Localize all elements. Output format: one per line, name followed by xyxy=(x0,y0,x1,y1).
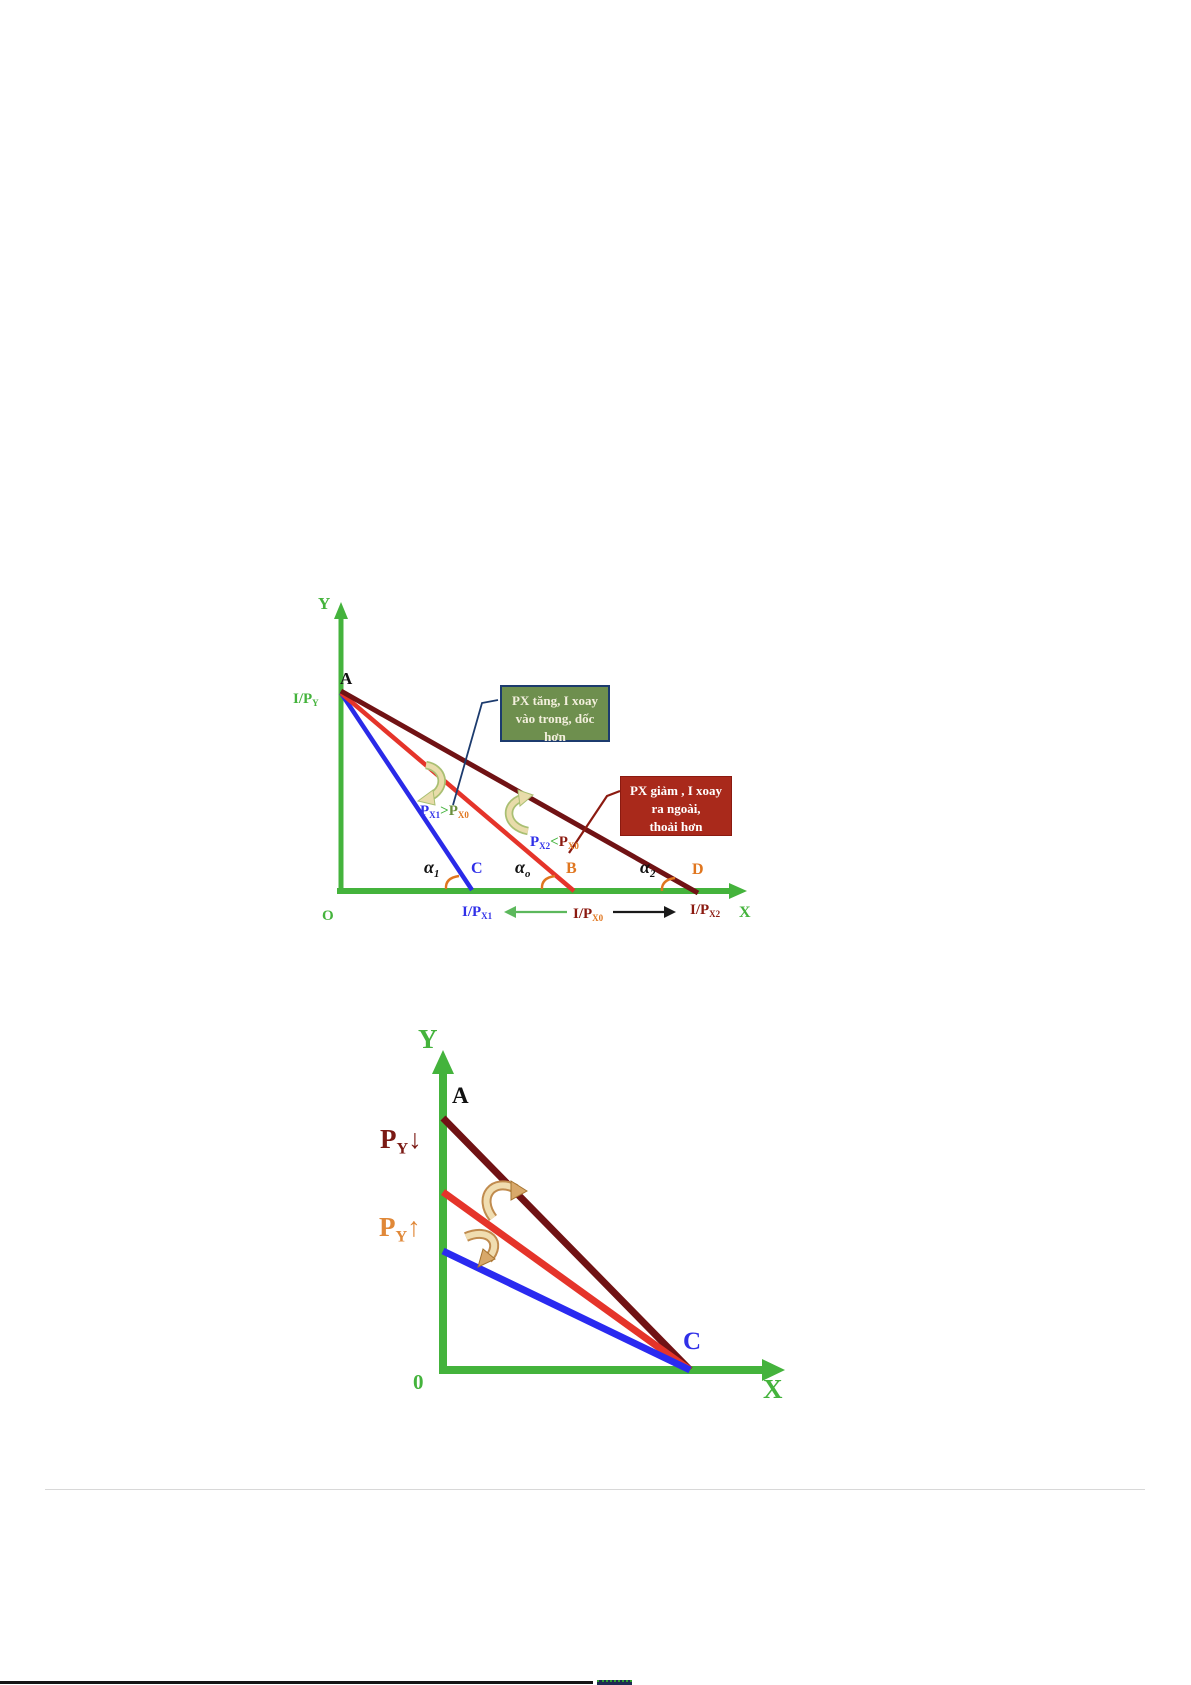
y-axis-arrow-icon xyxy=(334,602,348,619)
angle-arc-alpha0 xyxy=(540,874,556,890)
y-axis-arrow-icon xyxy=(432,1050,454,1074)
alpha0-base: α xyxy=(515,857,525,877)
figure-budget-line-px-change: PX tăng, I xoay vào trong, dốc hơn PX gi… xyxy=(280,555,760,935)
fig2-point-a-label: A xyxy=(452,1083,469,1108)
callout-px-decrease-line3: thoải hơn xyxy=(649,818,703,834)
figure-budget-line-py-change: Y A PY↓ PY↑ C 0 X xyxy=(330,950,810,1410)
rotate-inward-arrow-icon xyxy=(416,760,446,806)
fig1-alpha0-label: αo xyxy=(515,858,530,880)
fig2-x-axis-label: X xyxy=(763,1374,783,1404)
fig1-x-axis-label: X xyxy=(739,904,751,921)
fig1-point-d-label: D xyxy=(692,861,704,878)
fig2-origin-label: 0 xyxy=(413,1370,424,1394)
budget-line-px1-blue xyxy=(339,691,474,892)
figure2-canvas xyxy=(432,1050,785,1381)
alpha1-sub: 1 xyxy=(433,867,440,880)
angle-arc-alpha2 xyxy=(660,876,676,892)
fig1-income-over-px0-label: I/PX0 xyxy=(573,907,603,923)
angle-arc-alpha1 xyxy=(444,874,460,890)
px1-p2: P xyxy=(448,803,458,819)
fig2-py-down-label: PY↓ xyxy=(380,1126,422,1157)
ipy-sub: Y xyxy=(312,698,319,709)
budget-line-py0-red xyxy=(440,1189,693,1373)
callout-px-decrease-line2: ra ngoài, xyxy=(651,800,701,816)
red-box-leader-line xyxy=(568,789,621,854)
green-box-leader-line xyxy=(452,699,499,806)
budget-line-py-up-blue xyxy=(441,1247,692,1374)
px2-sub2: X0 xyxy=(567,841,579,852)
callout-px-decrease: PX giảm , I xoay ra ngoài, thoải hơn xyxy=(620,776,732,836)
px2-p: P xyxy=(530,834,540,850)
alpha2-base: α xyxy=(640,857,650,877)
fig1-point-c-label: C xyxy=(471,860,483,877)
fig1-income-over-px2-label: I/PX2 xyxy=(690,903,720,919)
callout-px-increase: PX tăng, I xoay vào trong, dốc hơn xyxy=(500,685,610,744)
budget-line-py-down-maroon xyxy=(440,1115,693,1373)
ipx1-sub: X1 xyxy=(481,911,493,922)
py-down-arrow-icon: ↓ xyxy=(408,1124,422,1154)
py-down-base: P xyxy=(380,1124,397,1154)
px1-p: P xyxy=(420,803,430,819)
ipx1-base: I/P xyxy=(462,904,482,920)
fig2-point-c-label: C xyxy=(683,1328,702,1355)
fig1-alpha1-label: α1 xyxy=(424,858,439,880)
rotate-up-arrow-icon xyxy=(481,1180,528,1222)
shift-right-arrow-icon xyxy=(613,906,676,918)
py-up-base: P xyxy=(379,1212,396,1242)
fig1-income-over-px1-label: I/PX1 xyxy=(462,905,492,921)
px2-operator: < xyxy=(550,834,559,850)
alpha2-sub: 2 xyxy=(649,867,656,880)
callout-px-increase-line2: vào trong, dốc xyxy=(515,710,595,726)
callout-px-decrease-line1: PX giảm , I xoay xyxy=(629,783,723,798)
px1-sub: X1 xyxy=(429,810,441,821)
fig1-px2-lt-px0-label: PX2<PX0 xyxy=(530,835,579,851)
bottom-edge-fragment xyxy=(597,1680,632,1685)
shift-left-arrow-icon xyxy=(504,906,567,918)
alpha0-sub: o xyxy=(524,867,531,880)
rotate-down-arrow-icon xyxy=(464,1228,500,1268)
fig1-alpha2-label: α2 xyxy=(640,858,655,880)
ipx0-sub: X0 xyxy=(592,913,604,924)
fig1-point-a-label: A xyxy=(340,669,353,688)
px2-sub: X2 xyxy=(539,841,551,852)
fig2-py-up-label: PY↑ xyxy=(379,1214,421,1245)
alpha1-base: α xyxy=(424,857,434,877)
py-up-arrow-icon: ↑ xyxy=(407,1212,421,1242)
ipx2-sub: X2 xyxy=(709,909,721,920)
ipy-base: I/P xyxy=(293,691,313,707)
callout-px-increase-line3: hơn xyxy=(544,728,566,744)
px1-sub2: X0 xyxy=(457,810,469,821)
figure1-canvas xyxy=(334,602,747,918)
py-down-sub: Y xyxy=(396,1139,409,1158)
fig1-origin-label: O xyxy=(322,908,334,924)
fig1-income-over-py-label: I/PY xyxy=(293,692,319,708)
rotate-outward-arrow-icon xyxy=(504,789,535,836)
fig1-y-axis-label: Y xyxy=(318,594,331,613)
fig1-px1-gt-px0-label: PX1>PX0 xyxy=(420,804,469,820)
bottom-edge-rule xyxy=(0,1681,593,1684)
fig2-y-axis-label: Y xyxy=(418,1024,438,1054)
callout-px-increase-line1: PX tăng, I xoay xyxy=(512,693,598,708)
ipx2-base: I/P xyxy=(690,902,710,918)
px2-p2: P xyxy=(558,834,568,850)
py-up-sub: Y xyxy=(395,1227,408,1246)
fig1-point-b-label: B xyxy=(566,860,577,877)
x-axis-arrow-icon xyxy=(762,1359,785,1381)
page-divider-line xyxy=(45,1489,1145,1490)
x-axis-arrow-icon xyxy=(729,883,747,899)
ipx0-base: I/P xyxy=(573,906,593,922)
px1-operator: > xyxy=(440,803,449,819)
